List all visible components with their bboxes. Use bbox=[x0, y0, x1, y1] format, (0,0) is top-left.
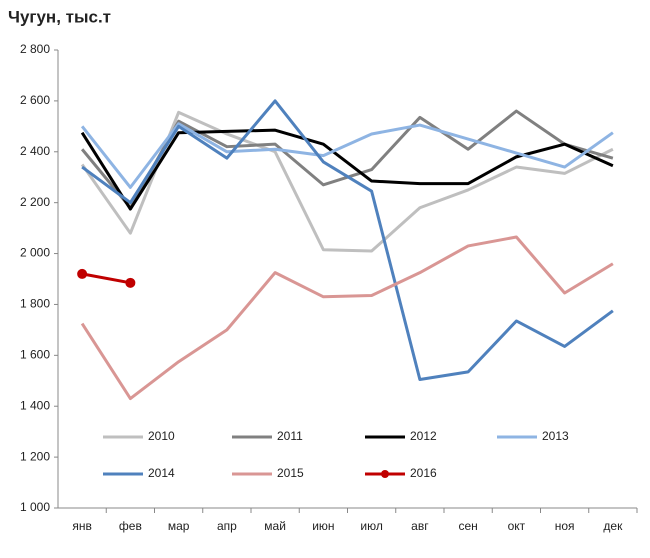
legend-bg bbox=[359, 427, 469, 447]
y-tick-label: 1 000 bbox=[20, 500, 50, 514]
legend-label: 2013 bbox=[542, 429, 569, 443]
series-line bbox=[80, 122, 614, 189]
y-tick-label: 2 000 bbox=[20, 246, 50, 260]
legend-label: 2010 bbox=[148, 429, 175, 443]
series-line bbox=[80, 235, 614, 401]
legend-label: 2014 bbox=[148, 466, 175, 480]
legend-bg bbox=[491, 427, 601, 447]
y-tick-label: 2 200 bbox=[20, 195, 50, 209]
x-tick-label: авг bbox=[411, 519, 429, 533]
x-tick-label: окт bbox=[508, 519, 526, 533]
x-tick-label: дек bbox=[603, 519, 623, 533]
y-tick-label: 2 600 bbox=[20, 93, 50, 107]
legend-label: 2011 bbox=[277, 429, 303, 443]
x-tick-label: апр bbox=[217, 519, 237, 533]
x-tick-label: фев bbox=[119, 519, 142, 533]
legend-bg bbox=[97, 427, 207, 447]
x-tick-label: ноя bbox=[555, 519, 575, 533]
y-tick-label: 2 400 bbox=[20, 144, 50, 158]
y-tick-label: 2 800 bbox=[20, 42, 50, 56]
legend-bg bbox=[97, 464, 207, 484]
legend-bg bbox=[226, 427, 336, 447]
series-marker bbox=[125, 277, 136, 288]
y-tick-label: 1 600 bbox=[20, 348, 50, 362]
legend-label: 2016 bbox=[410, 466, 437, 480]
series-line bbox=[81, 99, 614, 382]
x-tick-label: июл bbox=[360, 519, 382, 533]
legend-marker bbox=[381, 470, 389, 478]
x-tick-label: сен bbox=[458, 519, 477, 533]
y-tick-label: 1 200 bbox=[20, 449, 50, 463]
x-tick-label: мар bbox=[168, 519, 190, 533]
legend-bg bbox=[359, 464, 469, 484]
series-line bbox=[80, 110, 614, 253]
x-tick-label: май bbox=[264, 519, 286, 533]
legend-label: 2012 bbox=[410, 429, 437, 443]
series-marker bbox=[77, 268, 88, 279]
legend-bg bbox=[226, 464, 336, 484]
x-tick-label: янв bbox=[72, 519, 92, 533]
series-line bbox=[81, 272, 131, 285]
chart-title: Чугун, тыс.т bbox=[8, 7, 111, 26]
y-tick-label: 1 400 bbox=[20, 398, 50, 412]
y-tick-label: 1 800 bbox=[20, 297, 50, 311]
x-tick-label: июн bbox=[312, 519, 334, 533]
legend-label: 2015 bbox=[277, 466, 304, 480]
